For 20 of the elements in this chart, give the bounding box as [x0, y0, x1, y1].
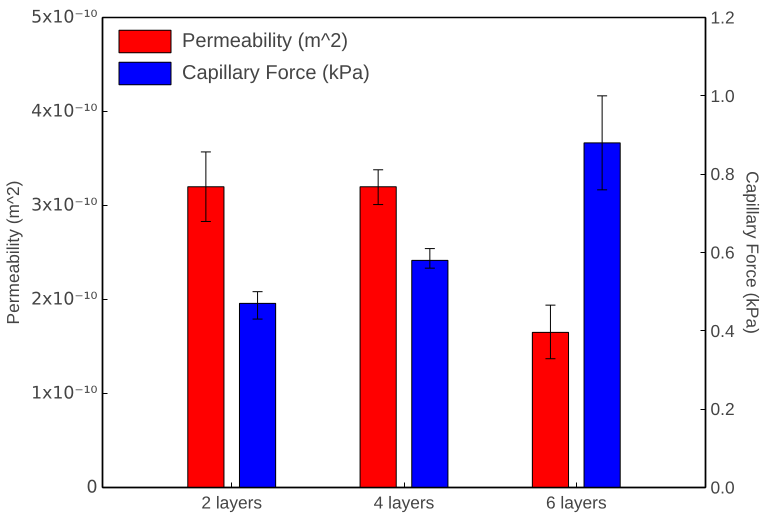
x-tick-label: 4 layers	[374, 492, 435, 512]
y2-tick-label: 0.2	[710, 399, 735, 420]
y2-tick-label: 1.2	[710, 8, 735, 28]
legend-label: Permeability (m^2)	[182, 30, 348, 52]
y-tick-label: 2x10⁻¹⁰	[31, 290, 98, 310]
y2-tick-label: 1.0	[710, 86, 735, 106]
y-tick-label: 3x10⁻¹⁰	[31, 196, 98, 216]
x-tick-label: 6 layers	[546, 492, 607, 512]
y-tick-label: 4x10⁻¹⁰	[31, 102, 98, 122]
y2-tick-label: 0.0	[710, 478, 735, 498]
x-tick-label: 2 layers	[201, 492, 262, 512]
y-tick-label: 5x10⁻¹⁰	[31, 8, 98, 28]
y2-tick-label: 0.8	[710, 164, 735, 184]
y2-tick-label: 0.4	[710, 320, 735, 341]
y-axis-title: Permeability (m^2)	[3, 180, 24, 324]
legend-label: Capillary Force (kPa)	[182, 62, 370, 84]
y2-tick-label: 0.6	[710, 242, 735, 262]
y-tick-label: 0	[86, 478, 98, 498]
y2-axis-title: Capillary Force (kPa)	[742, 171, 763, 334]
y-tick-label: 1x10⁻¹⁰	[31, 384, 98, 404]
